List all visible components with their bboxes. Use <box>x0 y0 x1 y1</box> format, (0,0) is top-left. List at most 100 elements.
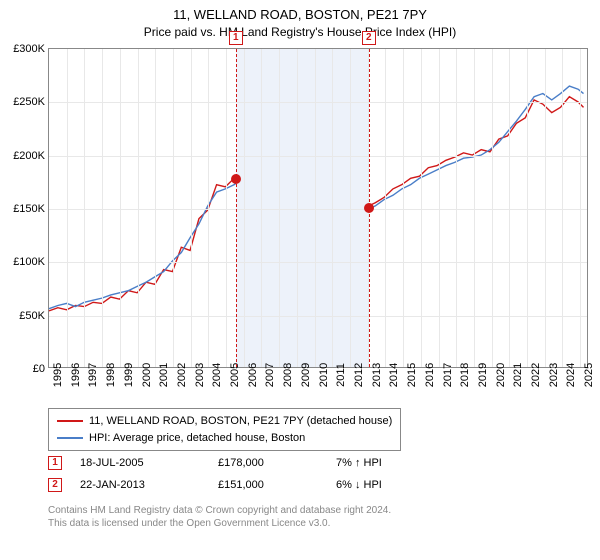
legend-label: HPI: Average price, detached house, Bost… <box>89 430 305 447</box>
gridline-vertical <box>474 49 475 367</box>
marker-dot <box>364 203 374 213</box>
marker-index-box: 1 <box>229 31 243 45</box>
x-axis-label: 1997 <box>87 363 99 387</box>
transaction-vs-hpi: 7% ↑ HPI <box>336 457 436 469</box>
gridline-vertical <box>439 49 440 367</box>
gridline-vertical <box>155 49 156 367</box>
gridline-vertical <box>297 49 298 367</box>
chart-title: 11, WELLAND ROAD, BOSTON, PE21 7PY <box>0 0 600 24</box>
legend-item: HPI: Average price, detached house, Bost… <box>57 430 392 447</box>
gridline-vertical <box>527 49 528 367</box>
y-axis-label: £300K <box>3 43 45 55</box>
gridline-vertical <box>403 49 404 367</box>
x-axis-label: 2025 <box>583 363 595 387</box>
y-axis-label: £0 <box>3 363 45 375</box>
x-axis-label: 2012 <box>353 363 365 387</box>
gridline-vertical <box>492 49 493 367</box>
y-axis-label: £200K <box>3 150 45 162</box>
x-axis-label: 2024 <box>565 363 577 387</box>
transaction-price: £151,000 <box>218 479 318 491</box>
x-axis-label: 1998 <box>105 363 117 387</box>
gridline-vertical <box>84 49 85 367</box>
chart-subtitle: Price paid vs. HM Land Registry's House … <box>0 24 600 41</box>
gridline-vertical <box>315 49 316 367</box>
x-axis-label: 2014 <box>388 363 400 387</box>
marker-index-box: 2 <box>362 31 376 45</box>
chart-plot-area: £0£50K£100K£150K£200K£250K£300K199519961… <box>48 48 588 368</box>
gridline-vertical <box>545 49 546 367</box>
gridline-horizontal <box>49 156 587 157</box>
y-axis-label: £250K <box>3 96 45 108</box>
transaction-price: £178,000 <box>218 457 318 469</box>
chart-shaded-region <box>236 49 369 367</box>
transaction-date: 18-JUL-2005 <box>80 457 200 469</box>
gridline-vertical <box>421 49 422 367</box>
x-axis-label: 2020 <box>495 363 507 387</box>
x-axis-label: 1999 <box>123 363 135 387</box>
gridline-vertical <box>138 49 139 367</box>
chart-legend: 11, WELLAND ROAD, BOSTON, PE21 7PY (deta… <box>48 408 401 451</box>
x-axis-label: 2021 <box>512 363 524 387</box>
gridline-horizontal <box>49 316 587 317</box>
gridline-vertical <box>120 49 121 367</box>
x-axis-label: 2018 <box>459 363 471 387</box>
gridline-horizontal <box>49 209 587 210</box>
x-axis-label: 2022 <box>530 363 542 387</box>
x-axis-label: 2023 <box>548 363 560 387</box>
gridline-vertical <box>261 49 262 367</box>
gridline-horizontal <box>49 102 587 103</box>
transaction-date: 22-JAN-2013 <box>80 479 200 491</box>
gridline-vertical <box>226 49 227 367</box>
x-axis-label: 2004 <box>211 363 223 387</box>
gridline-horizontal <box>49 262 587 263</box>
x-axis-label: 2013 <box>371 363 383 387</box>
gridline-vertical <box>509 49 510 367</box>
gridline-vertical <box>385 49 386 367</box>
gridline-vertical <box>191 49 192 367</box>
transaction-row: 2 22-JAN-2013 £151,000 6% ↓ HPI <box>48 474 436 496</box>
legend-label: 11, WELLAND ROAD, BOSTON, PE21 7PY (deta… <box>89 413 392 430</box>
x-axis-label: 2006 <box>247 363 259 387</box>
gridline-vertical <box>102 49 103 367</box>
transaction-index: 2 <box>48 478 62 492</box>
x-axis-label: 2009 <box>300 363 312 387</box>
transaction-index: 1 <box>48 456 62 470</box>
y-axis-label: £150K <box>3 203 45 215</box>
legend-swatch <box>57 437 83 439</box>
footnote-line2: This data is licensed under the Open Gov… <box>48 517 391 530</box>
x-axis-label: 2011 <box>335 363 347 387</box>
x-axis-label: 2000 <box>141 363 153 387</box>
transaction-vs-hpi: 6% ↓ HPI <box>336 479 436 491</box>
gridline-vertical <box>332 49 333 367</box>
gridline-vertical <box>350 49 351 367</box>
x-axis-label: 2003 <box>194 363 206 387</box>
x-axis-label: 2010 <box>318 363 330 387</box>
marker-dot <box>231 174 241 184</box>
marker-line <box>236 49 237 367</box>
x-axis-label: 2017 <box>442 363 454 387</box>
x-axis-label: 2002 <box>176 363 188 387</box>
x-axis-label: 2008 <box>282 363 294 387</box>
x-axis-label: 1996 <box>70 363 82 387</box>
gridline-vertical <box>580 49 581 367</box>
gridline-vertical <box>562 49 563 367</box>
transactions-table: 1 18-JUL-2005 £178,000 7% ↑ HPI 2 22-JAN-2013… <box>48 452 436 496</box>
footnote: Contains HM Land Registry data © Crown c… <box>48 504 391 530</box>
transaction-row: 1 18-JUL-2005 £178,000 7% ↑ HPI <box>48 452 436 474</box>
gridline-vertical <box>456 49 457 367</box>
x-axis-label: 1995 <box>52 363 64 387</box>
gridline-vertical <box>208 49 209 367</box>
x-axis-label: 2015 <box>406 363 418 387</box>
y-axis-label: £50K <box>3 310 45 322</box>
x-axis-label: 2016 <box>424 363 436 387</box>
footnote-line1: Contains HM Land Registry data © Crown c… <box>48 504 391 517</box>
gridline-vertical <box>67 49 68 367</box>
legend-swatch <box>57 420 83 422</box>
gridline-vertical <box>173 49 174 367</box>
x-axis-label: 2019 <box>477 363 489 387</box>
gridline-vertical <box>279 49 280 367</box>
x-axis-label: 2001 <box>158 363 170 387</box>
x-axis-label: 2007 <box>264 363 276 387</box>
y-axis-label: £100K <box>3 256 45 268</box>
gridline-vertical <box>244 49 245 367</box>
